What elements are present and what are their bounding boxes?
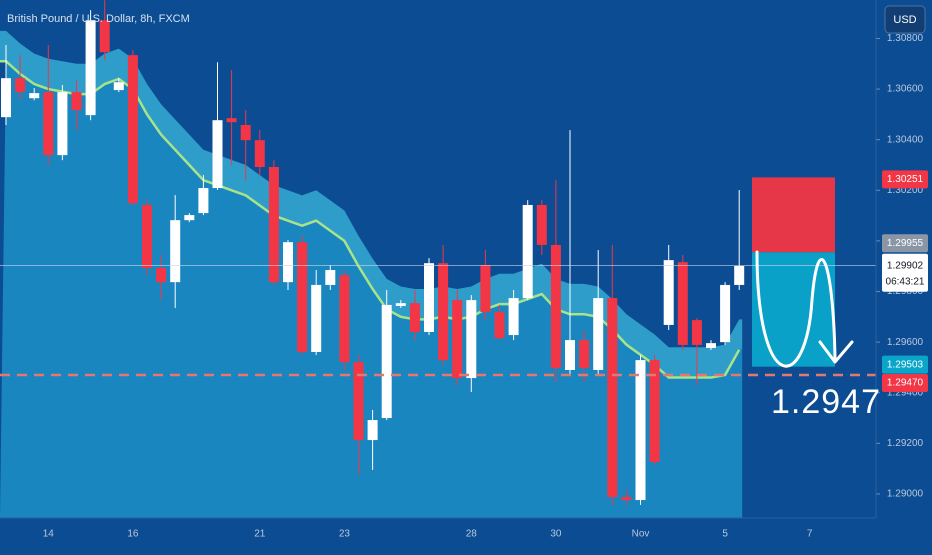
candle-body <box>536 204 547 245</box>
y-tick-label: 1.30400 <box>887 134 924 145</box>
x-tick-label: 30 <box>550 529 562 540</box>
candle-body <box>57 92 68 156</box>
candle-body <box>113 82 124 91</box>
candle-body <box>649 360 660 463</box>
lower-fill <box>0 61 743 518</box>
stop-zone <box>752 177 835 253</box>
candle-body <box>367 420 378 441</box>
candle-body <box>339 275 350 363</box>
candle-body <box>438 263 449 361</box>
candle-body <box>621 496 632 501</box>
stop-price-box <box>882 170 928 189</box>
candle-body <box>691 320 702 345</box>
candle-body <box>607 298 618 497</box>
currency-label[interactable]: USD <box>893 14 916 26</box>
stop-price-label: 1.30251 <box>887 174 924 185</box>
candle-body <box>734 265 745 285</box>
candle-body <box>85 20 96 116</box>
annotation: 1.2947 <box>771 383 881 421</box>
candle-body <box>156 267 167 283</box>
candle-body <box>395 303 406 306</box>
x-tick-label: 14 <box>43 529 55 540</box>
y-tick-label: 1.30200 <box>887 185 924 196</box>
candle-body <box>424 263 434 333</box>
candle-body <box>494 312 505 339</box>
y-tick-label: 1.29600 <box>887 337 924 348</box>
x-tick-label: 7 <box>807 529 813 540</box>
entry-price-box <box>882 234 928 253</box>
candle-body <box>452 300 463 379</box>
currency-button[interactable] <box>884 5 926 34</box>
candle-body <box>522 204 533 299</box>
target-price-box <box>882 355 928 374</box>
countdown-label: 06:43:21 <box>886 276 925 287</box>
candle-body <box>226 118 237 123</box>
candle-body <box>142 204 152 268</box>
y-tick-label: 1.29200 <box>887 438 924 449</box>
target-price-label: 1.29503 <box>887 359 924 370</box>
chart-title: British Pound / U.S. Dollar, 8h, FXCM <box>7 13 190 25</box>
candle-body <box>677 262 688 345</box>
candle-body <box>663 260 674 325</box>
candle-body <box>593 298 604 370</box>
level-price-label: 1.29470 <box>887 378 924 389</box>
candle-body <box>353 362 364 441</box>
level-price-box <box>882 374 928 393</box>
candle-body <box>43 92 54 156</box>
drawn-arrow <box>818 340 854 364</box>
candle-body <box>71 92 82 111</box>
candle-body <box>311 284 322 352</box>
candle-body <box>720 284 731 343</box>
last-price-label: 1.29902 <box>887 260 924 271</box>
candle-body <box>170 220 181 283</box>
y-tick-label: 1.29400 <box>887 387 924 398</box>
candle-body <box>212 120 223 189</box>
candle-body <box>283 242 293 283</box>
candle-body <box>254 140 265 168</box>
candle-body <box>297 242 308 352</box>
x-tick-label: 28 <box>466 529 478 540</box>
candle-body <box>268 167 279 283</box>
y-tick-label: 1.30600 <box>887 84 924 95</box>
candle-body <box>127 55 138 204</box>
candle-body <box>706 343 716 348</box>
x-tick-label: 16 <box>127 529 139 540</box>
candle-body <box>480 264 491 313</box>
candle-body <box>99 20 110 53</box>
x-tick-label: 21 <box>254 529 266 540</box>
y-tick-label: 1.29000 <box>887 489 924 500</box>
candle-body <box>184 215 195 221</box>
candle-body <box>29 93 40 99</box>
candle-body <box>240 125 251 141</box>
candle-body <box>565 340 575 370</box>
target-zone <box>752 252 835 367</box>
candle-body <box>198 188 209 214</box>
x-tick-label: 23 <box>339 529 351 540</box>
candle-body <box>466 300 477 379</box>
candle-body <box>409 303 420 333</box>
candle-body <box>579 340 590 368</box>
candle-body <box>381 304 392 419</box>
x-tick-label: 5 <box>722 529 728 540</box>
candle-body <box>1 78 11 118</box>
candle-body <box>550 244 561 368</box>
candle-body <box>635 360 646 501</box>
candle-body <box>325 270 336 285</box>
y-tick-label: 1.30800 <box>887 33 924 44</box>
candle-body <box>15 78 26 93</box>
last-price-box <box>882 253 928 292</box>
entry-price-label: 1.29955 <box>887 238 924 249</box>
x-tick-label: Nov <box>632 529 650 540</box>
candle-body <box>508 298 519 336</box>
drawn-curve <box>755 250 837 368</box>
